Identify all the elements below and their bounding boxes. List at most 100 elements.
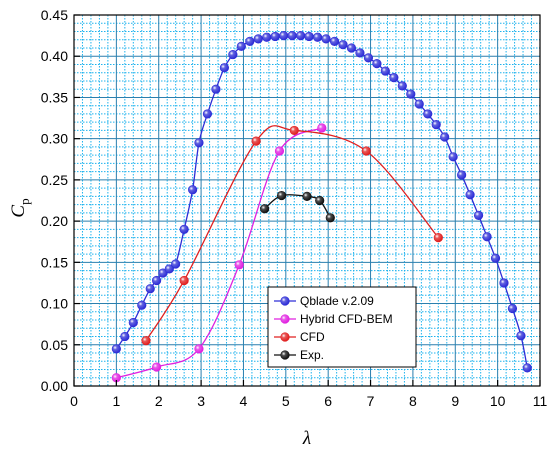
x-tick-label: 6 — [324, 393, 332, 409]
data-point — [219, 63, 229, 73]
data-point — [152, 362, 162, 372]
data-point — [158, 268, 168, 278]
series-2 — [141, 125, 443, 346]
data-point — [262, 32, 272, 42]
x-tick-label: 11 — [533, 393, 548, 409]
data-point — [296, 31, 306, 41]
data-point — [234, 260, 244, 270]
data-point — [361, 146, 371, 156]
data-point — [380, 66, 390, 76]
data-point — [304, 31, 314, 42]
x-tick-label: 10 — [490, 393, 506, 409]
y-tick-label: 0.05 — [41, 337, 68, 353]
data-point — [490, 253, 501, 263]
legend-entry: Hybrid CFD-BEM — [274, 312, 393, 326]
legend-label: Hybrid CFD-BEM — [300, 312, 393, 326]
data-point — [321, 34, 331, 44]
legend-marker — [280, 296, 290, 306]
legend-entry: Exp. — [274, 348, 324, 362]
data-point — [473, 210, 484, 220]
legend-label: Exp. — [300, 348, 324, 362]
data-point — [329, 36, 340, 46]
data-point — [315, 195, 325, 206]
data-point — [302, 191, 312, 201]
x-tick-label: 1 — [112, 393, 120, 409]
x-tick-label: 8 — [409, 393, 417, 409]
x-tick-label: 9 — [451, 393, 459, 409]
x-tick-label: 5 — [282, 393, 290, 409]
series-0 — [111, 31, 532, 373]
x-tick-label: 3 — [197, 393, 205, 409]
legend-label: CFD — [300, 330, 325, 344]
data-point — [507, 303, 518, 314]
data-point — [355, 48, 365, 58]
data-point — [465, 190, 475, 200]
y-tick-label: 0.20 — [41, 213, 68, 229]
legend-marker — [280, 314, 290, 324]
data-point — [440, 132, 450, 142]
y-tick-label: 0.35 — [41, 89, 68, 105]
data-point — [260, 204, 270, 214]
x-tick-label: 0 — [70, 393, 78, 409]
y-tick-labels: 0.00 0.05 0.10 0.15 0.20 0.25 0.30 0.35 0.40 0.45 — [41, 7, 68, 394]
data-point — [448, 152, 458, 162]
y-tick-label: 0.10 — [41, 296, 68, 312]
data-point — [274, 146, 285, 156]
legend-entries: Qblade v.2.09 Hybrid CFD-BEM CFD Exp. — [274, 294, 393, 362]
data-point — [137, 300, 147, 310]
data-point — [228, 49, 238, 60]
data-point — [128, 317, 138, 328]
data-point — [141, 336, 151, 346]
data-point — [120, 331, 130, 342]
data-point — [111, 344, 121, 354]
y-tick-label: 0.30 — [41, 131, 68, 147]
data-point — [211, 84, 221, 94]
data-point — [389, 73, 399, 83]
series-1 — [111, 123, 327, 383]
data-point — [499, 278, 509, 288]
x-axis-label: λ — [302, 428, 311, 449]
data-point — [482, 232, 492, 242]
data-point — [276, 190, 287, 201]
x-tick-label: 4 — [240, 393, 248, 409]
y-tick-label: 0.15 — [41, 254, 68, 270]
data-point — [312, 32, 323, 42]
data-point — [414, 99, 424, 109]
data-point — [251, 136, 261, 146]
legend-box — [267, 286, 417, 368]
data-point — [253, 34, 263, 44]
data-point — [171, 259, 181, 269]
data-point — [433, 233, 443, 243]
axis-ticks — [73, 14, 541, 387]
data-point — [397, 81, 407, 91]
data-point — [202, 109, 213, 119]
y-axis-label-sub: p — [17, 198, 32, 205]
y-axis-label: Cp — [8, 198, 32, 217]
data-point — [457, 170, 467, 180]
data-point — [338, 40, 348, 50]
data-point — [372, 59, 382, 69]
data-point — [287, 31, 297, 41]
data-point — [289, 125, 299, 136]
series-layer — [111, 31, 532, 383]
data-point — [346, 43, 357, 53]
data-point — [245, 36, 255, 46]
legend-marker — [280, 350, 290, 360]
x-tick-labels: 0 1 2 3 4 5 6 7 8 9 10 11 — [70, 393, 547, 409]
data-point — [317, 123, 327, 133]
data-point — [179, 275, 189, 286]
data-point — [363, 53, 374, 63]
y-axis-label-main: C — [8, 205, 29, 218]
plot-frame — [73, 14, 541, 387]
y-tick-label: 0.40 — [41, 48, 68, 64]
data-point — [279, 31, 289, 41]
data-point — [164, 264, 174, 274]
series-3 — [260, 190, 335, 223]
data-point — [145, 284, 155, 294]
data-point — [194, 344, 204, 354]
data-point — [325, 213, 335, 223]
data-point — [406, 89, 416, 99]
data-point — [431, 120, 441, 130]
legend-label: Qblade v.2.09 — [300, 294, 374, 308]
